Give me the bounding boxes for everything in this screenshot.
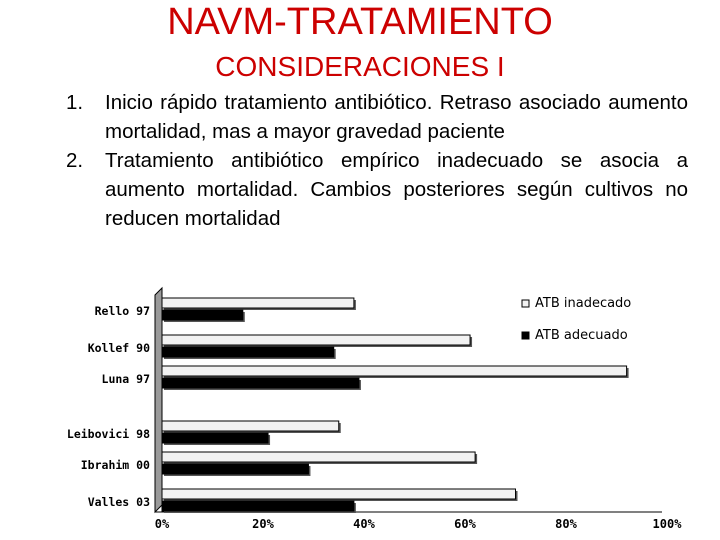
- x-tick-label: 60%: [454, 517, 476, 531]
- category-label: Valles 03: [88, 495, 150, 509]
- bar-inadecuado: [161, 488, 516, 500]
- bar-inadecuado: [161, 420, 340, 432]
- slide-title: NAVM-TRATAMIENTO: [167, 1, 553, 43]
- bar-inadecuado: [161, 451, 476, 463]
- bar-inadecuado: [161, 334, 471, 346]
- x-tick-label: 20%: [252, 517, 274, 531]
- bar-adecuado: [161, 377, 360, 389]
- bar-adecuado: [161, 463, 309, 475]
- category-label: Luna 97: [102, 372, 151, 386]
- bar-adecuado: [161, 309, 244, 321]
- bar-adecuado: [161, 346, 335, 358]
- legend-label: ATB inadecado: [535, 296, 631, 311]
- point-number: 1.: [66, 91, 84, 114]
- bar-adecuado: [161, 432, 269, 444]
- points-list: 1. Inicio rápido tratamiento antibiótico…: [66, 88, 688, 233]
- x-tick-label: 100%: [653, 517, 683, 531]
- legend-swatch: [521, 299, 530, 308]
- bar-inadecuado: [161, 297, 355, 309]
- category-label: Ibrahim 00: [81, 458, 150, 472]
- x-tick-label: 40%: [353, 517, 375, 531]
- point-item: 2. Tratamiento antibiótico empírico inad…: [66, 146, 688, 233]
- point-text: Tratamiento antibiótico empírico inadecu…: [105, 149, 688, 230]
- legend-label: ATB adecuado: [535, 328, 628, 343]
- point-number: 2.: [66, 149, 84, 172]
- point-item: 1. Inicio rápido tratamiento antibiótico…: [66, 88, 688, 146]
- legend-swatch: [521, 331, 530, 340]
- x-tick-label: 80%: [555, 517, 577, 531]
- bar-inadecuado: [161, 365, 628, 377]
- x-tick-label: 0%: [155, 517, 170, 531]
- slide-subtitle: CONSIDERACIONES I: [215, 51, 505, 82]
- category-label: Kollef 90: [88, 341, 150, 355]
- category-label: Rello 97: [95, 304, 150, 318]
- bar-adecuado: [161, 500, 355, 512]
- chart-side-wall: [154, 286, 163, 514]
- point-text: Inicio rápido tratamiento antibiótico. R…: [105, 91, 688, 143]
- category-label: Leibovici 98: [67, 427, 150, 441]
